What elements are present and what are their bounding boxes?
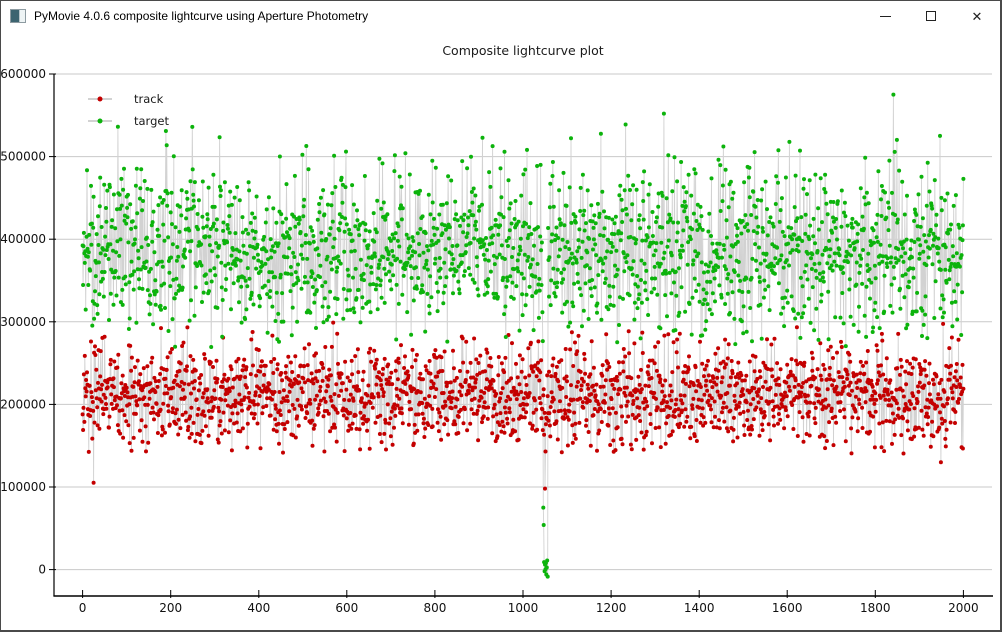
minimize-icon (879, 15, 891, 17)
legend-label-track: track (134, 92, 164, 106)
window-icon-left (11, 10, 19, 22)
legend-entry-target: target (88, 110, 169, 132)
x-tick-label: 1600 (772, 601, 803, 615)
legend-label-target: target (134, 114, 169, 128)
legend-marker-track (88, 96, 112, 102)
track-dot-icon (97, 96, 103, 102)
plot-title: Composite lightcurve plot (442, 43, 604, 58)
y-tick-label: 200000 (1, 397, 46, 411)
title-bar[interactable]: PyMovie 4.0.6 composite lightcurve using… (1, 1, 1000, 31)
close-button[interactable]: ✕ (954, 1, 1000, 31)
x-tick-label: 200 (159, 601, 182, 615)
window-title: PyMovie 4.0.6 composite lightcurve using… (34, 9, 369, 23)
close-icon: ✕ (971, 8, 983, 24)
series-line-target (82, 94, 964, 577)
x-tick-label: 1400 (684, 601, 715, 615)
y-tick-label: 0 (38, 563, 46, 577)
maximize-button[interactable] (908, 1, 954, 31)
target-dot-icon (97, 118, 103, 124)
y-tick-label: 300000 (1, 315, 46, 329)
plot-canvas: 0 100000 200000 300000 400000 500000 600000 0 20… (1, 31, 1000, 630)
window-icon-right (19, 10, 25, 22)
window-icon (10, 9, 26, 23)
y-tick-label: 600000 (1, 67, 46, 81)
maximize-icon (926, 11, 936, 21)
y-tick-label: 500000 (1, 150, 46, 164)
legend: track target (88, 88, 169, 132)
minimize-button[interactable] (862, 1, 908, 31)
legend-marker-target (88, 118, 112, 124)
x-tick-label: 400 (247, 601, 270, 615)
y-tick-label: 100000 (1, 480, 46, 494)
y-tick-label: 400000 (1, 232, 46, 246)
series-points-target (80, 92, 966, 579)
x-tick-label: 1800 (860, 601, 891, 615)
x-tick-label: 600 (335, 601, 358, 615)
x-tick-label: 0 (79, 601, 87, 615)
x-tick-label: 2000 (948, 601, 979, 615)
x-tick-label: 1000 (508, 601, 539, 615)
window-controls: ✕ (862, 1, 1000, 31)
lightcurve-chart: 0 100000 200000 300000 400000 500000 600000 0 20… (1, 67, 993, 615)
series-points-track (80, 320, 966, 491)
x-tick-label: 800 (423, 601, 446, 615)
x-tick-label: 1200 (596, 601, 627, 615)
legend-entry-track: track (88, 88, 169, 110)
